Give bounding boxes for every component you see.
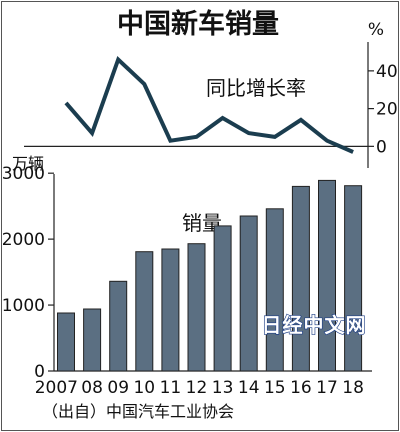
- sales-bar: [57, 312, 75, 372]
- sales-bar: [291, 185, 310, 372]
- sales-bar: [239, 215, 258, 372]
- x-tick-label: 12: [186, 378, 208, 398]
- sales-bar: [344, 185, 363, 372]
- x-tick-label: 14: [238, 378, 260, 398]
- x-tick-label: 18: [342, 378, 364, 398]
- bar-series: [57, 179, 363, 372]
- line-y-tick-label: 0: [376, 137, 387, 157]
- line-y-axis: 0 20 40: [24, 42, 398, 168]
- x-tick-label: 13: [212, 378, 234, 398]
- sales-bar: [318, 179, 336, 372]
- x-tick-label: 2007: [35, 378, 78, 398]
- growth-rate-line: [64, 55, 354, 154]
- x-tick-label: 08: [81, 378, 103, 398]
- sales-bar: [83, 308, 102, 372]
- bar-y-tick-label: 1000: [2, 296, 45, 316]
- line-y-tick-label: 40: [376, 62, 398, 82]
- line-series-label: 同比增长率: [206, 76, 306, 100]
- bar-y-tick-label: 0: [34, 362, 45, 382]
- line-y-tick-label: 20: [376, 100, 398, 120]
- line-unit-label: %: [368, 20, 384, 40]
- x-tick-label: 15: [264, 378, 286, 398]
- line-series: [64, 55, 354, 154]
- x-tick-label: 17: [316, 378, 338, 398]
- source-note: （出自）中国汽车工业协会: [42, 402, 234, 421]
- x-tick-label: 11: [160, 378, 182, 398]
- sales-bar: [187, 243, 206, 372]
- bar-y-tick-label: 3000: [2, 164, 45, 184]
- sales-bar: [109, 280, 128, 372]
- chart-title: 中国新车销量: [117, 8, 279, 40]
- bar-unit-label: 万辆: [12, 154, 44, 173]
- sales-bar: [161, 248, 180, 372]
- sales-bar: [213, 225, 232, 372]
- x-tick-label: 16: [290, 378, 312, 398]
- sales-bar: [135, 251, 154, 372]
- sales-bar: [265, 208, 284, 372]
- bar-y-tick-label: 2000: [2, 230, 45, 250]
- watermark-text: 日经中文网: [262, 313, 367, 337]
- bar-y-axis: 0 1000 2000 3000: [2, 164, 372, 382]
- x-axis: 2007 08 09 10 11 12 13 14 15 16 17 18: [35, 378, 364, 398]
- x-tick-label: 09: [107, 378, 129, 398]
- x-tick-label: 10: [133, 378, 155, 398]
